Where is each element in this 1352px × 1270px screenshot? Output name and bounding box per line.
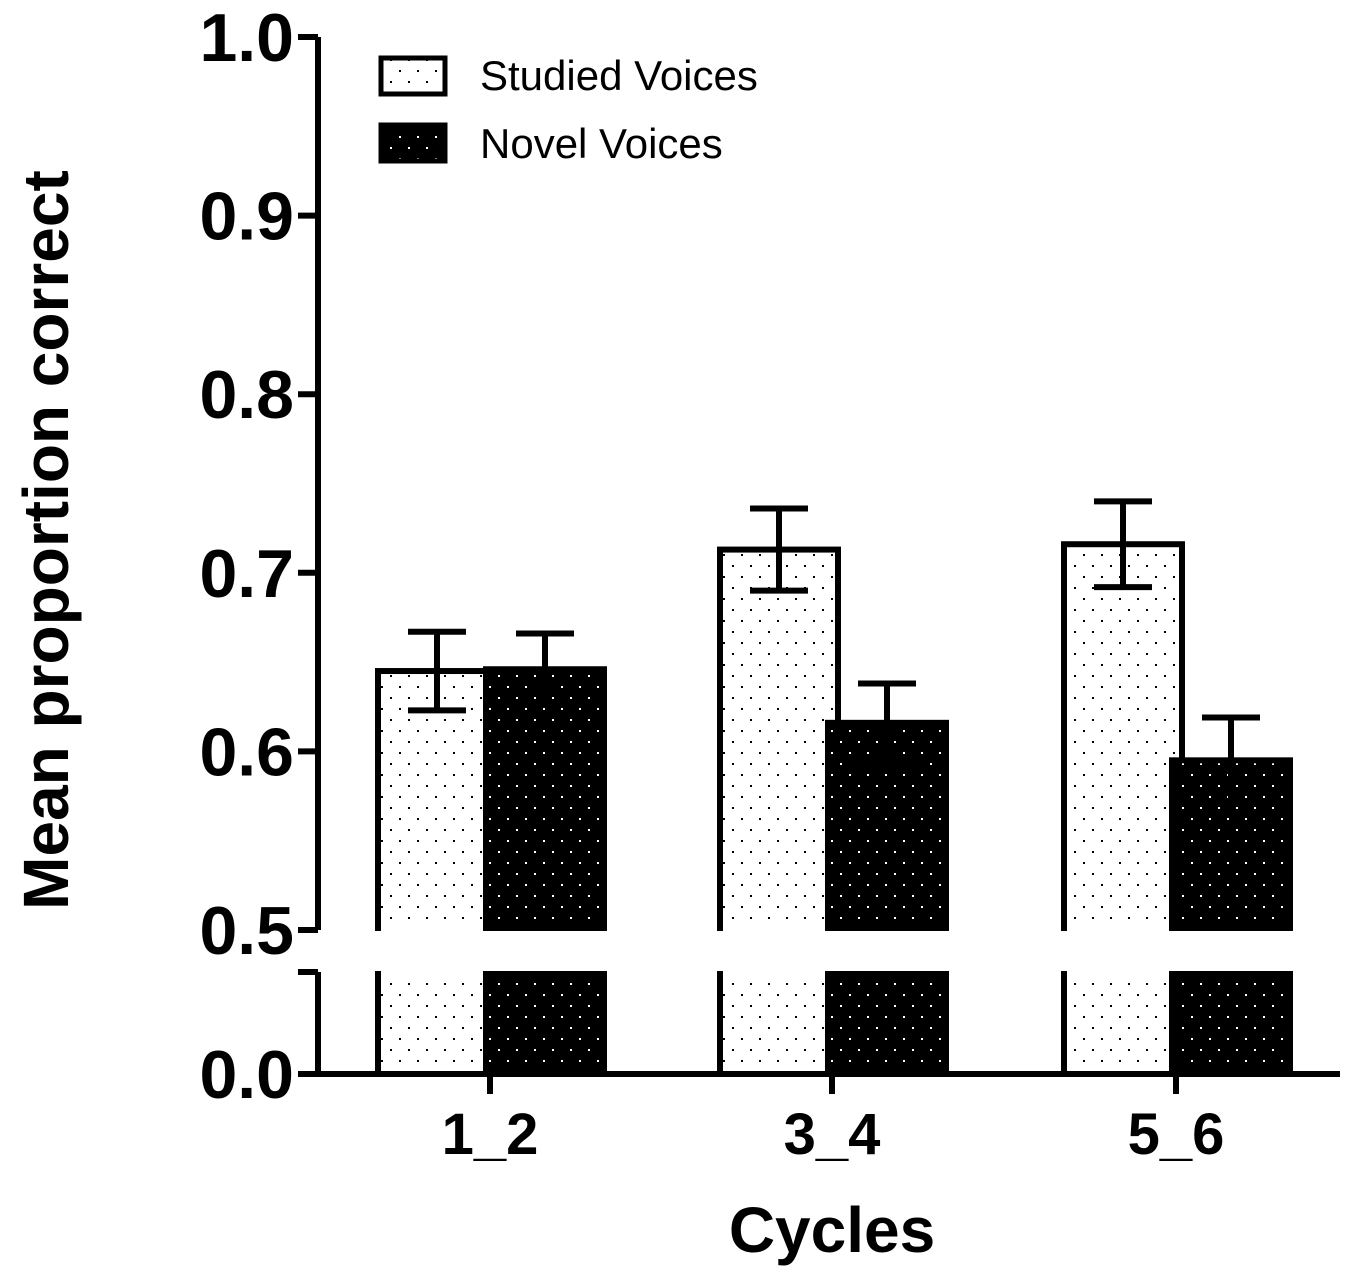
legend: Studied Voices Novel Voices [378, 52, 758, 167]
legend-swatch-novel [378, 122, 448, 164]
y-tick-label-0.5: 0.5 [199, 893, 294, 969]
bar-studied-3_4-lower [717, 969, 841, 1077]
bar-novel-3_4-lower [825, 969, 949, 1077]
legend-label-novel: Novel Voices [480, 120, 723, 167]
y-tick-label-0.7: 0.7 [199, 536, 294, 612]
bar-studied-5_6-upper [1061, 541, 1185, 933]
bar-novel-5_6-lower [1169, 969, 1293, 1077]
bar-studied-3_4-upper [717, 546, 841, 933]
bar-novel-1_2-upper [483, 666, 607, 934]
bar-studied-5_6-lower [1061, 969, 1185, 1077]
x-axis-title: Cycles [729, 1194, 935, 1266]
legend-label-studied: Studied Voices [480, 52, 758, 99]
y-tick-label-0.8: 0.8 [199, 357, 294, 433]
x-tick-label-1_2: 1_2 [442, 1102, 539, 1167]
bar-studied-1_2-lower [375, 969, 499, 1077]
y-tick-label-0.0: 0.0 [199, 1037, 294, 1113]
y-axis-title: Mean proportion correct [10, 170, 82, 910]
x-tick-label-5_6: 5_6 [1128, 1102, 1225, 1167]
y-tick-label-1.0: 1.0 [199, 0, 294, 76]
y-tick-label-0.6: 0.6 [199, 714, 294, 790]
bar-novel-1_2-lower [483, 969, 607, 1077]
legend-swatch-studied [378, 55, 448, 97]
y-tick-label-0.9: 0.9 [199, 179, 294, 255]
x-tick-label-3_4: 3_4 [784, 1102, 881, 1167]
